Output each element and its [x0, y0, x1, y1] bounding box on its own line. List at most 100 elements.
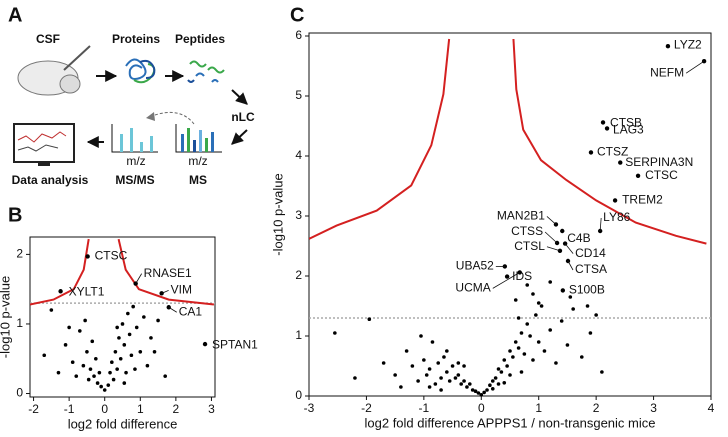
data-point [78, 329, 82, 333]
y-tick-label: 2 [295, 268, 302, 282]
data-point [129, 353, 134, 358]
data-point [536, 301, 541, 305]
data-point [127, 332, 132, 337]
workflow-panel: A CSF Proteins Peptides nLC m/z m/z MS/M… [8, 4, 255, 187]
panel-label: B [8, 204, 22, 226]
data-point [600, 370, 604, 374]
msms-spectrum-icon [111, 124, 158, 153]
labeled-point [517, 270, 522, 275]
x-tick-label: -2 [361, 401, 372, 415]
x-tick-label: 1 [137, 402, 144, 416]
x-tick-label: 1 [535, 401, 542, 415]
data-point [496, 367, 501, 371]
fragment-arrow [146, 112, 155, 121]
data-point [519, 331, 524, 335]
data-point [70, 360, 75, 365]
data-point [516, 346, 521, 350]
plot-frame [308, 32, 712, 397]
data-point [94, 356, 98, 361]
data-point [542, 349, 547, 353]
data-point [502, 381, 507, 385]
data-point [88, 367, 93, 371]
data-point [427, 367, 432, 371]
data-point [424, 373, 429, 377]
point-label: CTSL [514, 239, 545, 253]
data-point [522, 352, 527, 356]
data-point [508, 349, 512, 353]
labeled-point [618, 160, 623, 165]
leader-line [492, 272, 520, 289]
data-point [42, 353, 47, 358]
leader-line [135, 273, 143, 284]
data-point [126, 311, 130, 316]
data-point [49, 308, 54, 312]
data-point [138, 349, 143, 354]
x-tick-label: 3 [650, 401, 657, 415]
data-point [565, 343, 570, 347]
labeled-point [588, 150, 594, 155]
brain-icon [59, 74, 81, 94]
data-point [142, 315, 146, 319]
x-tick-label: 2 [173, 402, 180, 416]
data-point [462, 379, 466, 383]
data-point [579, 355, 584, 359]
leader-line [546, 246, 561, 252]
data-point [525, 283, 530, 287]
data-point [86, 377, 91, 382]
point-label: XYLT1 [69, 284, 105, 298]
data-point [381, 361, 386, 365]
data-point [534, 313, 538, 317]
leader-line [168, 306, 177, 313]
data-point [419, 334, 423, 338]
point-label: SPTAN1 [212, 337, 258, 351]
data-point [416, 379, 420, 383]
data-point [465, 385, 469, 389]
axis-label: m/z [126, 154, 145, 168]
labeled-point [635, 173, 641, 178]
plot-area [309, 38, 711, 319]
data-point [511, 355, 515, 359]
step-label: MS/MS [115, 173, 154, 187]
labeled-point [612, 198, 618, 203]
y-axis-label: -log10 p-value [0, 276, 12, 358]
data-point [499, 370, 504, 374]
data-point [519, 370, 524, 374]
data-point [462, 364, 466, 368]
step-label: Proteins [112, 32, 160, 46]
point-label: TREM2 [622, 193, 663, 207]
data-point [488, 383, 492, 388]
point-label: C4B [567, 231, 590, 245]
data-point [456, 361, 461, 365]
data-point [459, 382, 463, 386]
data-point [508, 373, 512, 377]
point-label: CD14 [575, 246, 606, 260]
data-point [539, 304, 544, 308]
data-point [485, 388, 489, 392]
y-tick-label: 0 [295, 388, 302, 402]
data-point [102, 388, 107, 392]
data-point [410, 364, 415, 368]
point-label: IDS [512, 269, 532, 283]
data-point [83, 318, 87, 323]
axis-label: m/z [188, 154, 207, 168]
data-point [333, 331, 337, 335]
data-point [531, 358, 535, 362]
point-label: LYZ2 [674, 37, 702, 51]
data-point [145, 363, 150, 368]
data-point [74, 374, 79, 378]
point-label: LY86 [603, 210, 630, 224]
data-point [134, 325, 139, 330]
leader-line [546, 216, 557, 225]
point-label: UCMA [455, 281, 490, 295]
x-tick-label: -1 [64, 402, 75, 416]
data-point [505, 364, 509, 368]
scatter-chart: C -3 -2 -1 0 1 2 3 4 0 1 2 3 4 5 6 log2 fold difference … [270, 4, 714, 430]
point-label: S100B [569, 283, 605, 297]
data-point [531, 292, 535, 296]
data-point [427, 385, 432, 389]
point-label: RNASE1 [144, 266, 192, 280]
labeled-point [85, 254, 90, 259]
